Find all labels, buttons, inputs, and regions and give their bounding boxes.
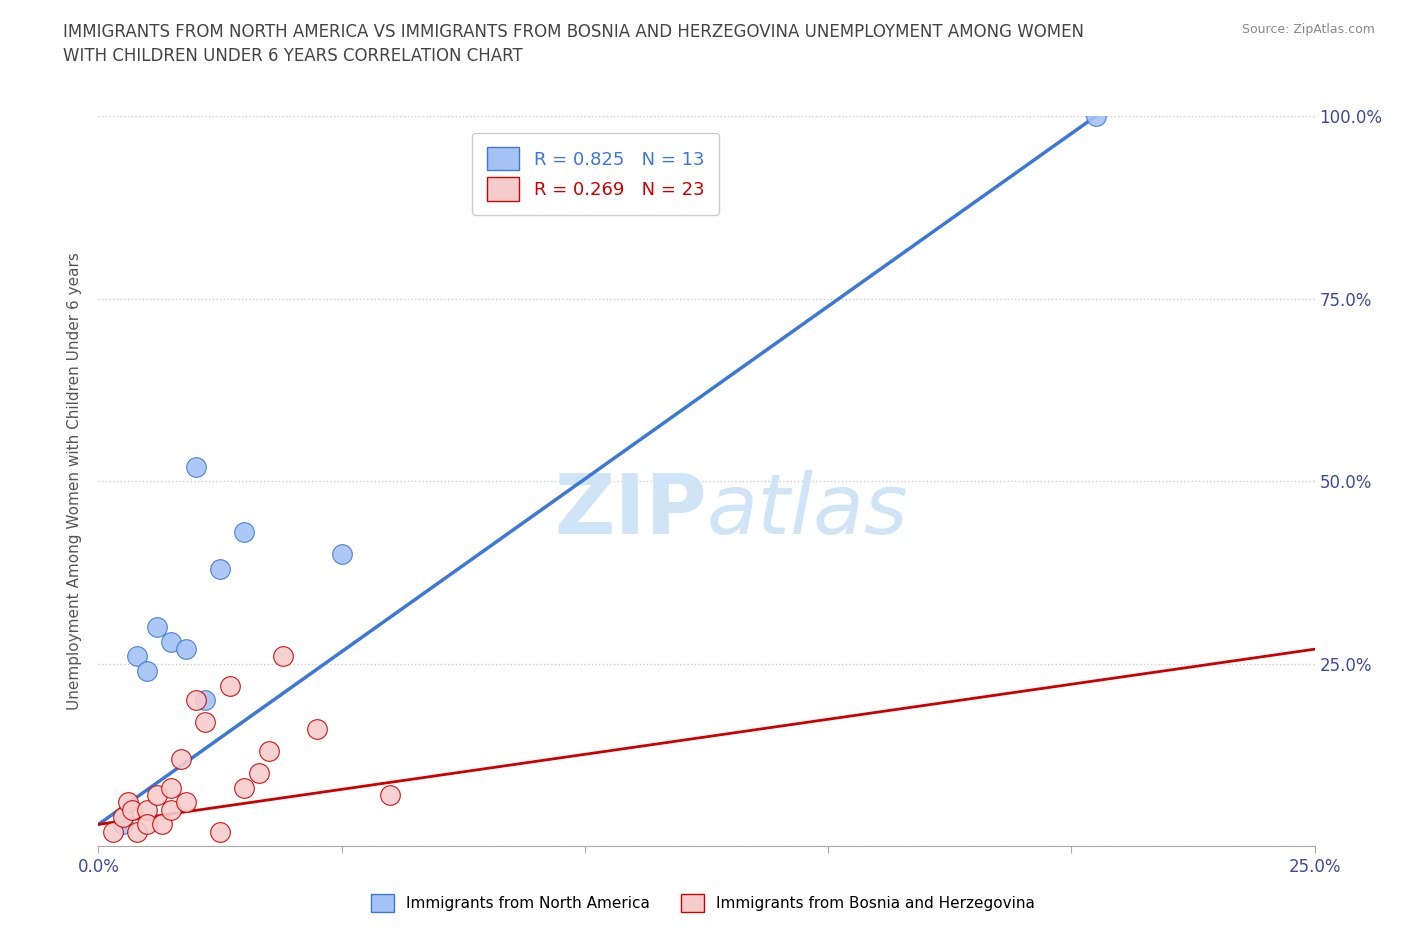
- Point: [101, 824, 124, 839]
- Point: [150, 817, 173, 831]
- Text: ZIP: ZIP: [554, 470, 707, 551]
- Point: [174, 795, 197, 810]
- Point: [550, 145, 572, 160]
- Point: [121, 803, 143, 817]
- Point: [194, 715, 217, 730]
- Point: [111, 810, 134, 825]
- Point: [257, 744, 280, 759]
- Point: [380, 788, 402, 803]
- Point: [127, 824, 149, 839]
- Point: [170, 751, 193, 766]
- Point: [127, 649, 149, 664]
- Point: [330, 547, 353, 562]
- Point: [233, 780, 256, 795]
- Point: [136, 817, 159, 831]
- Point: [184, 693, 207, 708]
- Point: [174, 642, 197, 657]
- Point: [1084, 109, 1107, 124]
- Text: Source: ZipAtlas.com: Source: ZipAtlas.com: [1241, 23, 1375, 36]
- Point: [146, 620, 169, 635]
- Point: [247, 766, 270, 781]
- Point: [209, 824, 232, 839]
- Point: [160, 803, 183, 817]
- Y-axis label: Unemployment Among Women with Children Under 6 years: Unemployment Among Women with Children U…: [67, 252, 83, 711]
- Point: [194, 693, 217, 708]
- Point: [160, 780, 183, 795]
- Point: [307, 722, 329, 737]
- Point: [146, 788, 169, 803]
- Point: [160, 634, 183, 649]
- Point: [233, 525, 256, 539]
- Point: [209, 562, 232, 577]
- Legend: R = 0.825   N = 13, R = 0.269   N = 23: R = 0.825 N = 13, R = 0.269 N = 23: [472, 133, 718, 215]
- Text: atlas: atlas: [707, 470, 908, 551]
- Point: [218, 678, 240, 693]
- Point: [184, 459, 207, 474]
- Point: [136, 664, 159, 679]
- Point: [111, 817, 134, 831]
- Point: [136, 803, 159, 817]
- Point: [271, 649, 294, 664]
- Point: [117, 795, 139, 810]
- Legend: Immigrants from North America, Immigrants from Bosnia and Herzegovina: Immigrants from North America, Immigrant…: [366, 888, 1040, 918]
- Text: IMMIGRANTS FROM NORTH AMERICA VS IMMIGRANTS FROM BOSNIA AND HERZEGOVINA UNEMPLOY: IMMIGRANTS FROM NORTH AMERICA VS IMMIGRA…: [63, 23, 1084, 65]
